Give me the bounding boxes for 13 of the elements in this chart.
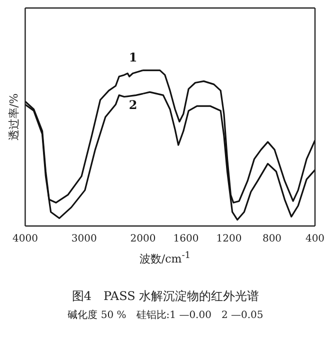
series-label: 1: [128, 50, 138, 64]
series-label: 2: [128, 98, 138, 112]
x-tick-label: 800: [262, 234, 282, 245]
x-tick-label: 3000: [71, 234, 97, 245]
text: 碱化度 50 % 硅铝比:1 —0.00 2 —0.05: [66, 308, 264, 323]
caption: 图4 PASS 水解沉淀物的红外光谱: [70, 288, 260, 305]
x-tick-label: 1200: [216, 234, 242, 245]
x-tick-label: 400: [305, 234, 325, 245]
x-tick-label: 2000: [130, 234, 156, 245]
x-tick-label: 4000: [12, 234, 38, 245]
y-axis-title: 透过率/%: [7, 93, 20, 141]
x-tick-label: 1600: [173, 234, 199, 245]
x-axis-title: 波数/cm$^{-1}$: [139, 250, 191, 267]
